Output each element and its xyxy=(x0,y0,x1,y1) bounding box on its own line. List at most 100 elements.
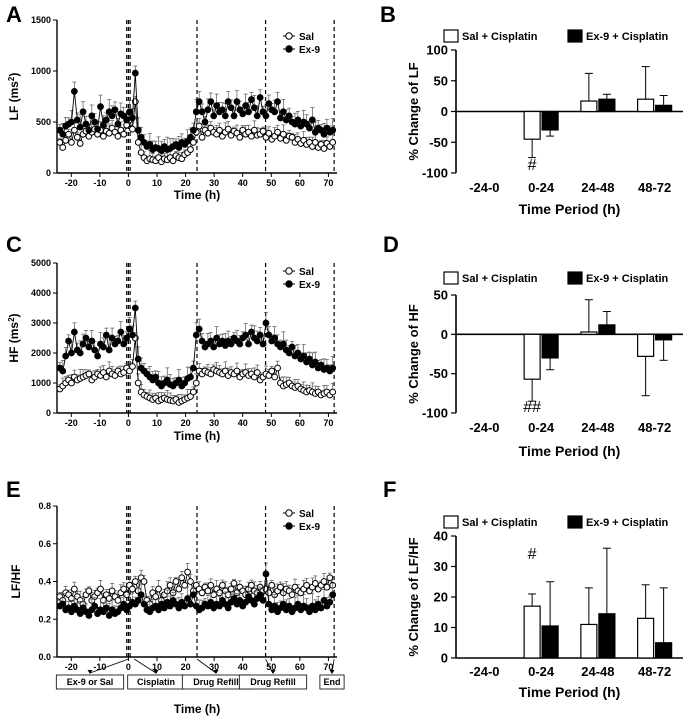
bar xyxy=(637,617,655,659)
data-point xyxy=(189,126,197,134)
data-point xyxy=(326,574,334,582)
x-tick-label: 50 xyxy=(266,662,276,672)
significance-mark: # xyxy=(528,157,537,174)
data-point xyxy=(108,112,116,120)
x-tick-label: 30 xyxy=(209,178,219,188)
chart-d-hf-change-bars: -100 -50 0 50 -24-0 0-24 24-48 48-72 ## Time Peri… xyxy=(406,271,683,459)
y-tick-label: 1000 xyxy=(31,378,51,388)
data-point xyxy=(70,585,78,593)
event-arrow xyxy=(133,658,157,674)
x-category-label: 0-24 xyxy=(528,180,555,195)
data-point xyxy=(129,363,136,370)
event-arrowhead xyxy=(87,670,93,674)
data-point xyxy=(323,583,331,591)
data-point xyxy=(230,595,238,602)
event-label-box xyxy=(55,674,125,690)
bar xyxy=(580,100,598,113)
data-point xyxy=(134,596,142,604)
data-point xyxy=(285,112,293,120)
data-point xyxy=(105,595,113,602)
data-point xyxy=(187,133,194,141)
y-axis-title-sup: 2 xyxy=(7,317,16,322)
x-tick-label: -10 xyxy=(93,178,106,188)
data-point xyxy=(111,106,119,114)
bar xyxy=(598,613,616,659)
data-point xyxy=(277,114,284,122)
data-point xyxy=(120,585,128,593)
data-point xyxy=(131,578,139,585)
data-point xyxy=(195,325,203,333)
data-point xyxy=(294,600,302,608)
legend-marker xyxy=(285,267,293,275)
data-point xyxy=(192,108,200,116)
panel-label-d: D xyxy=(383,232,399,257)
x-tick-label: 70 xyxy=(323,418,333,428)
data-point xyxy=(274,364,281,372)
x-tick-label: -10 xyxy=(93,662,106,672)
data-point xyxy=(320,145,328,152)
legend-swatch xyxy=(443,29,459,43)
legend-label: Ex-9 + Cisplatin xyxy=(586,273,669,285)
y-axis-title-sup: 2 xyxy=(7,76,16,81)
legend-label: Ex-9 xyxy=(299,280,321,291)
x-tick-label: 70 xyxy=(323,662,333,672)
bar xyxy=(541,333,559,359)
x-tick-label: 60 xyxy=(295,662,305,672)
data-point xyxy=(114,132,122,140)
x-category-label: 48-72 xyxy=(638,180,671,195)
data-point xyxy=(198,337,206,345)
data-point xyxy=(68,118,75,126)
data-point xyxy=(253,369,261,376)
significance-mark: ## xyxy=(523,399,541,416)
data-point xyxy=(137,133,145,141)
y-axis-title: LF (ms2) xyxy=(7,73,22,121)
y-tick-label: 50 xyxy=(434,73,448,88)
y-tick-label: 1500 xyxy=(31,15,51,25)
significance-mark: # xyxy=(528,546,537,563)
y-tick-label: 5000 xyxy=(31,258,51,268)
data-point xyxy=(123,334,131,342)
data-point xyxy=(227,340,235,348)
legend-swatch xyxy=(443,515,459,529)
x-tick-label: 20 xyxy=(181,178,191,188)
data-point xyxy=(256,591,264,599)
event-arrow xyxy=(89,658,129,674)
y-tick-label: 0 xyxy=(441,651,448,666)
data-point xyxy=(62,136,70,144)
data-point xyxy=(175,144,183,151)
y-axis-title: HF (ms2) xyxy=(7,313,22,362)
data-point xyxy=(198,108,206,116)
data-point xyxy=(65,337,72,345)
event-label: Cisplatin xyxy=(137,677,175,687)
legend-swatch xyxy=(567,271,583,285)
chart-e-lfhf-timecourse: 0.0 0.2 0.4 0.6 0.8 -20 -10 0 10 20 30 40 50 60 70 Time… xyxy=(9,501,345,716)
data-point xyxy=(166,602,174,610)
data-point xyxy=(117,328,125,336)
data-point xyxy=(126,325,133,333)
data-point xyxy=(268,367,276,375)
legend-label: Ex-9 + Cisplatin xyxy=(586,31,669,43)
data-point xyxy=(79,108,87,116)
legend-label: Sal xyxy=(299,32,314,43)
data-point xyxy=(224,125,232,133)
legend-label: Sal xyxy=(299,267,314,278)
bar xyxy=(598,324,616,335)
data-point xyxy=(317,604,325,612)
data-point xyxy=(169,157,177,165)
legend-marker xyxy=(285,45,293,53)
data-point xyxy=(259,340,267,348)
data-point xyxy=(134,355,142,363)
data-point xyxy=(108,587,116,595)
data-point xyxy=(308,116,316,124)
data-point xyxy=(274,128,281,136)
x-tick-label: 20 xyxy=(181,662,191,672)
data-point xyxy=(137,591,145,599)
data-point xyxy=(204,106,212,114)
data-point xyxy=(175,376,183,384)
data-point xyxy=(140,578,148,585)
data-point xyxy=(279,340,287,348)
y-tick-label: 0 xyxy=(46,408,51,418)
x-tick-label: 60 xyxy=(295,418,305,428)
data-point xyxy=(184,595,191,602)
data-point xyxy=(311,139,319,146)
